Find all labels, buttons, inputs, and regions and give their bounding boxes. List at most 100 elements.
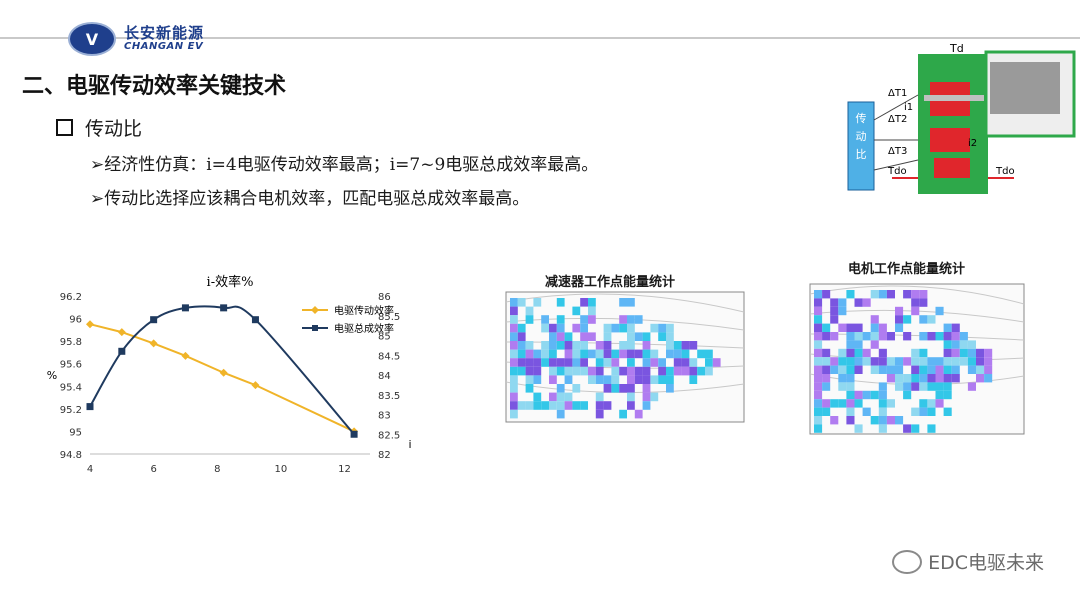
heatmap-cell: [919, 332, 928, 341]
heatmap-cell: [919, 315, 928, 324]
heatmap-cell: [967, 365, 976, 374]
heatmap-cell: [846, 399, 855, 408]
heatmap-cell: [830, 357, 839, 366]
bullet-text: 传动比: [85, 118, 143, 140]
heatmap-cell: [580, 315, 588, 324]
heatmap-cell: [650, 358, 659, 367]
heatmap-cell: [919, 357, 928, 366]
heatmap-cell: [580, 323, 588, 333]
heatmap-cell: [658, 366, 666, 376]
heatmap-cell: [603, 349, 612, 359]
heatmap-cell: [814, 357, 823, 366]
label-td: Td: [949, 42, 964, 55]
heatmap-cell: [911, 407, 920, 416]
heatmap-cell: [862, 348, 871, 358]
heatmap-cell: [556, 392, 565, 402]
heatmap-cell: [935, 374, 944, 383]
heatmap-cell: [911, 348, 920, 358]
heatmap-cell: [878, 290, 887, 299]
heatmap-cell: [854, 424, 863, 433]
wechat-icon: [892, 549, 923, 574]
heatmap-cell: [927, 399, 936, 408]
heatmap-cell: [603, 323, 612, 333]
heatmap-cell: [886, 374, 895, 383]
heatmap-cell: [862, 298, 871, 307]
heatmap-cell: [525, 341, 534, 350]
brand-watermark: EDC电驱未来: [892, 548, 1044, 575]
heatmap-cell: [878, 332, 887, 341]
heatmap-cell: [814, 365, 823, 374]
heatmap-cell: [959, 348, 968, 358]
heatmap-cell: [666, 332, 674, 341]
heatmap-cell: [903, 390, 912, 400]
heatmap-cell: [510, 332, 518, 341]
heatmap-cell: [878, 365, 887, 374]
heatmap-cell: [976, 374, 985, 383]
heatmap-cell: [822, 323, 831, 332]
x-tick-label: 8: [214, 464, 220, 475]
heatmap-cell: [903, 315, 912, 324]
heatmap-cell: [846, 332, 855, 341]
heatmap-cell: [673, 349, 682, 359]
heatmap-cell: [878, 424, 887, 433]
heatmap-cell: [854, 399, 863, 408]
label-tdo-left: Tdo: [887, 166, 907, 177]
heatmap-cell: [927, 424, 936, 433]
y-left-tick-label: 95.8: [60, 337, 82, 348]
heatmap-cell: [895, 323, 904, 332]
heatmap-cell: [886, 416, 895, 425]
heatmap-cell: [814, 390, 823, 400]
x-end-label: i: [408, 438, 411, 451]
heatmap-cell: [517, 332, 526, 341]
contour-line: [809, 285, 1025, 305]
x-tick-label: 10: [275, 464, 288, 475]
heatmap-cell: [634, 409, 643, 419]
contour-line: [505, 293, 745, 313]
heatmap-cell: [549, 349, 557, 359]
heatmap-cell: [619, 384, 627, 393]
heatmap-cell: [927, 315, 936, 324]
heatmap-cell: [830, 306, 839, 316]
heatmap-cell: [814, 399, 823, 408]
heatmap-cell: [935, 382, 944, 391]
heatmap-cell: [895, 306, 904, 316]
heatmap-cell: [627, 332, 635, 341]
logo-english: CHANGAN EV: [124, 40, 204, 52]
heatmap-cell: [681, 358, 690, 367]
heatmap-cell: [846, 348, 855, 358]
heatmap-cell: [830, 399, 839, 408]
heatmap-cell: [549, 392, 557, 402]
heatmap-cell: [943, 348, 952, 358]
heatmap-cell: [846, 416, 855, 425]
heatmap-cell: [619, 341, 627, 350]
ratio-box: [847, 101, 875, 191]
heatmap-cell: [878, 357, 887, 366]
heatmap-cell: [619, 323, 627, 333]
heatmap-cell: [943, 407, 952, 416]
heatmap-cell: [510, 375, 518, 384]
heatmap-cell: [919, 407, 928, 416]
heatmap-cell: [580, 341, 588, 350]
heatmap-cell: [627, 358, 635, 367]
heatmap-cell: [510, 306, 518, 316]
heatmap-cell: [517, 366, 526, 376]
heatmap-cell: [919, 399, 928, 408]
changan-emblem-icon: V: [68, 22, 116, 56]
y-left-tick-label: 96.2: [60, 292, 82, 303]
legend-label-2: 电驱总成效率: [334, 322, 394, 335]
heatmap-cell: [814, 306, 823, 316]
section-title: 二、电驱传动效率关键技术: [22, 73, 287, 99]
heatmap-cell: [814, 340, 823, 349]
series-1-point: [149, 339, 158, 348]
heatmap-cell: [588, 349, 596, 359]
heatmap-cell: [595, 358, 604, 367]
heatmap-cell: [943, 323, 952, 332]
heatmap-cell: [666, 375, 674, 384]
series-2-point: [220, 304, 228, 312]
heatmap-1-title: 减速器工作点能量统计: [545, 275, 676, 290]
heatmap-cell: [588, 306, 596, 316]
heatmap-cell: [510, 315, 518, 324]
heatmap-cell: [603, 332, 612, 341]
heatmap-cell: [814, 424, 823, 433]
x-tick-label: 12: [338, 464, 351, 475]
